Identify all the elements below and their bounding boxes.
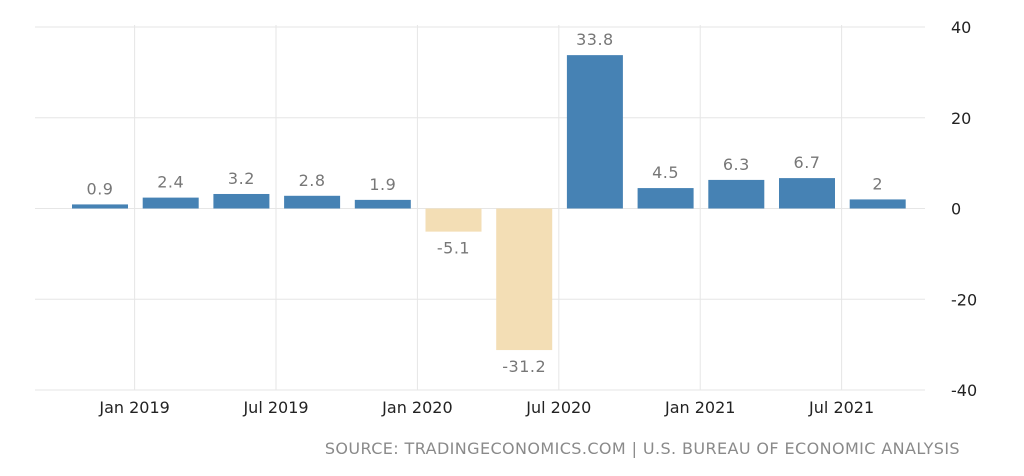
bar bbox=[779, 178, 835, 209]
bar-value-label: 1.9 bbox=[369, 175, 396, 194]
bar bbox=[284, 195, 341, 209]
bar-value-label: -31.2 bbox=[502, 357, 546, 376]
bar bbox=[496, 208, 553, 351]
bar-value-labels: 0.9 2.4 3.2 2.8 1.9 -5.1 -31.2 33.8 4.5 6.3 6.7 2 bbox=[87, 30, 883, 376]
x-tick-label: Jul 2021 bbox=[808, 398, 874, 417]
x-axis: Jan 2019 Jul 2019 Jan 2020 Jul 2020 Jan 2021… bbox=[98, 398, 874, 417]
bar bbox=[72, 204, 128, 209]
x-tick-label: Jan 2020 bbox=[381, 398, 452, 417]
bars bbox=[72, 55, 906, 351]
x-tick-label: Jan 2021 bbox=[664, 398, 735, 417]
bar bbox=[849, 199, 906, 209]
y-axis: 40 20 0 -20 -40 bbox=[951, 18, 977, 400]
gdp-bar-chart: 0.9 2.4 3.2 2.8 1.9 -5.1 -31.2 33.8 4.5 6.3 6.7 2 4… bbox=[35, 18, 977, 417]
bar-value-label: 3.2 bbox=[228, 169, 255, 188]
y-tick-label: -40 bbox=[951, 381, 977, 400]
y-tick-label: 40 bbox=[951, 18, 971, 37]
bar bbox=[142, 197, 199, 209]
bar-value-label: 2.8 bbox=[299, 171, 326, 190]
y-tick-label: 0 bbox=[951, 200, 961, 219]
bar bbox=[708, 179, 765, 209]
bar bbox=[354, 199, 411, 209]
bar bbox=[425, 208, 482, 232]
bar bbox=[637, 188, 694, 209]
bar bbox=[213, 193, 270, 209]
bar-value-label: 0.9 bbox=[87, 179, 114, 198]
source-note: SOURCE: TRADINGECONOMICS.COM | U.S. BURE… bbox=[324, 439, 960, 458]
bar-value-label: -5.1 bbox=[437, 239, 470, 258]
bar bbox=[566, 55, 623, 209]
x-tick-label: Jul 2019 bbox=[242, 398, 308, 417]
bar-value-label: 6.7 bbox=[794, 153, 821, 172]
x-tick-label: Jan 2019 bbox=[98, 398, 169, 417]
x-tick-label: Jul 2020 bbox=[525, 398, 591, 417]
y-tick-label: -20 bbox=[951, 290, 977, 309]
bar-value-label: 2.4 bbox=[157, 173, 184, 192]
bar-value-label: 4.5 bbox=[652, 163, 679, 182]
bar-value-label: 2 bbox=[872, 174, 883, 193]
bar-value-label: 33.8 bbox=[576, 30, 614, 49]
y-tick-label: 20 bbox=[951, 109, 971, 128]
bar-value-label: 6.3 bbox=[723, 155, 750, 174]
